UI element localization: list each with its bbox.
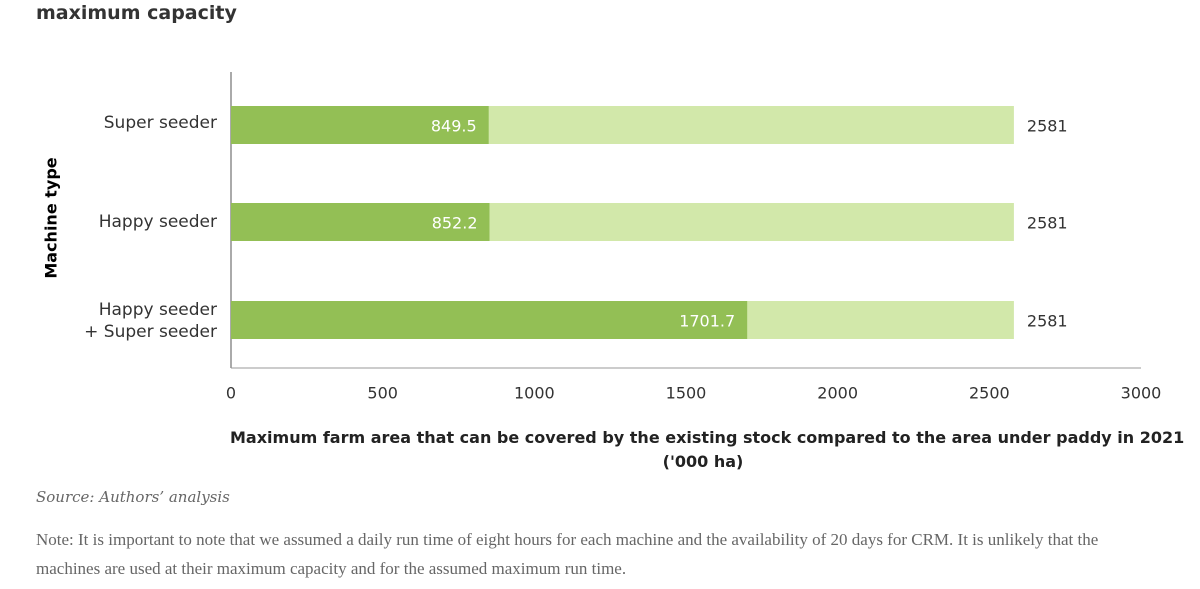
- value-label: 1701.7: [679, 312, 735, 331]
- y-tick-label: Happy seeder: [98, 212, 217, 232]
- value-label: 2581: [1027, 214, 1068, 233]
- x-axis-label: Maximum farm area that can be covered by…: [230, 426, 1185, 474]
- bar: [231, 106, 489, 144]
- source: Source: Authors’ analysis: [36, 488, 230, 506]
- x-axis-label-line: Maximum farm area that can be covered by…: [230, 428, 1185, 447]
- bar: [231, 301, 748, 339]
- value-label: 2581: [1027, 117, 1068, 136]
- value-label: 2581: [1027, 312, 1068, 331]
- chart-title: maximum capacity: [36, 2, 237, 24]
- x-tick-label: 2500: [969, 384, 1010, 403]
- y-tick-label: Happy seeder + Super seeder: [84, 299, 217, 342]
- x-tick-label: 2000: [817, 384, 858, 403]
- x-tick-label: 0: [226, 384, 236, 403]
- value-label: 852.2: [432, 214, 478, 233]
- x-tick-label: 1000: [514, 384, 555, 403]
- x-axis-label-line: ('000 ha): [662, 452, 744, 471]
- value-label: 849.5: [431, 117, 477, 136]
- x-tick-label: 500: [367, 384, 398, 403]
- y-tick-label: Super seeder: [103, 113, 217, 134]
- x-tick-label: 3000: [1121, 384, 1162, 403]
- bar: [231, 203, 490, 241]
- x-tick-label: 1500: [666, 384, 707, 403]
- y-axis-label: Machine type: [42, 157, 61, 278]
- note: Note: It is important to note that we as…: [36, 530, 1099, 578]
